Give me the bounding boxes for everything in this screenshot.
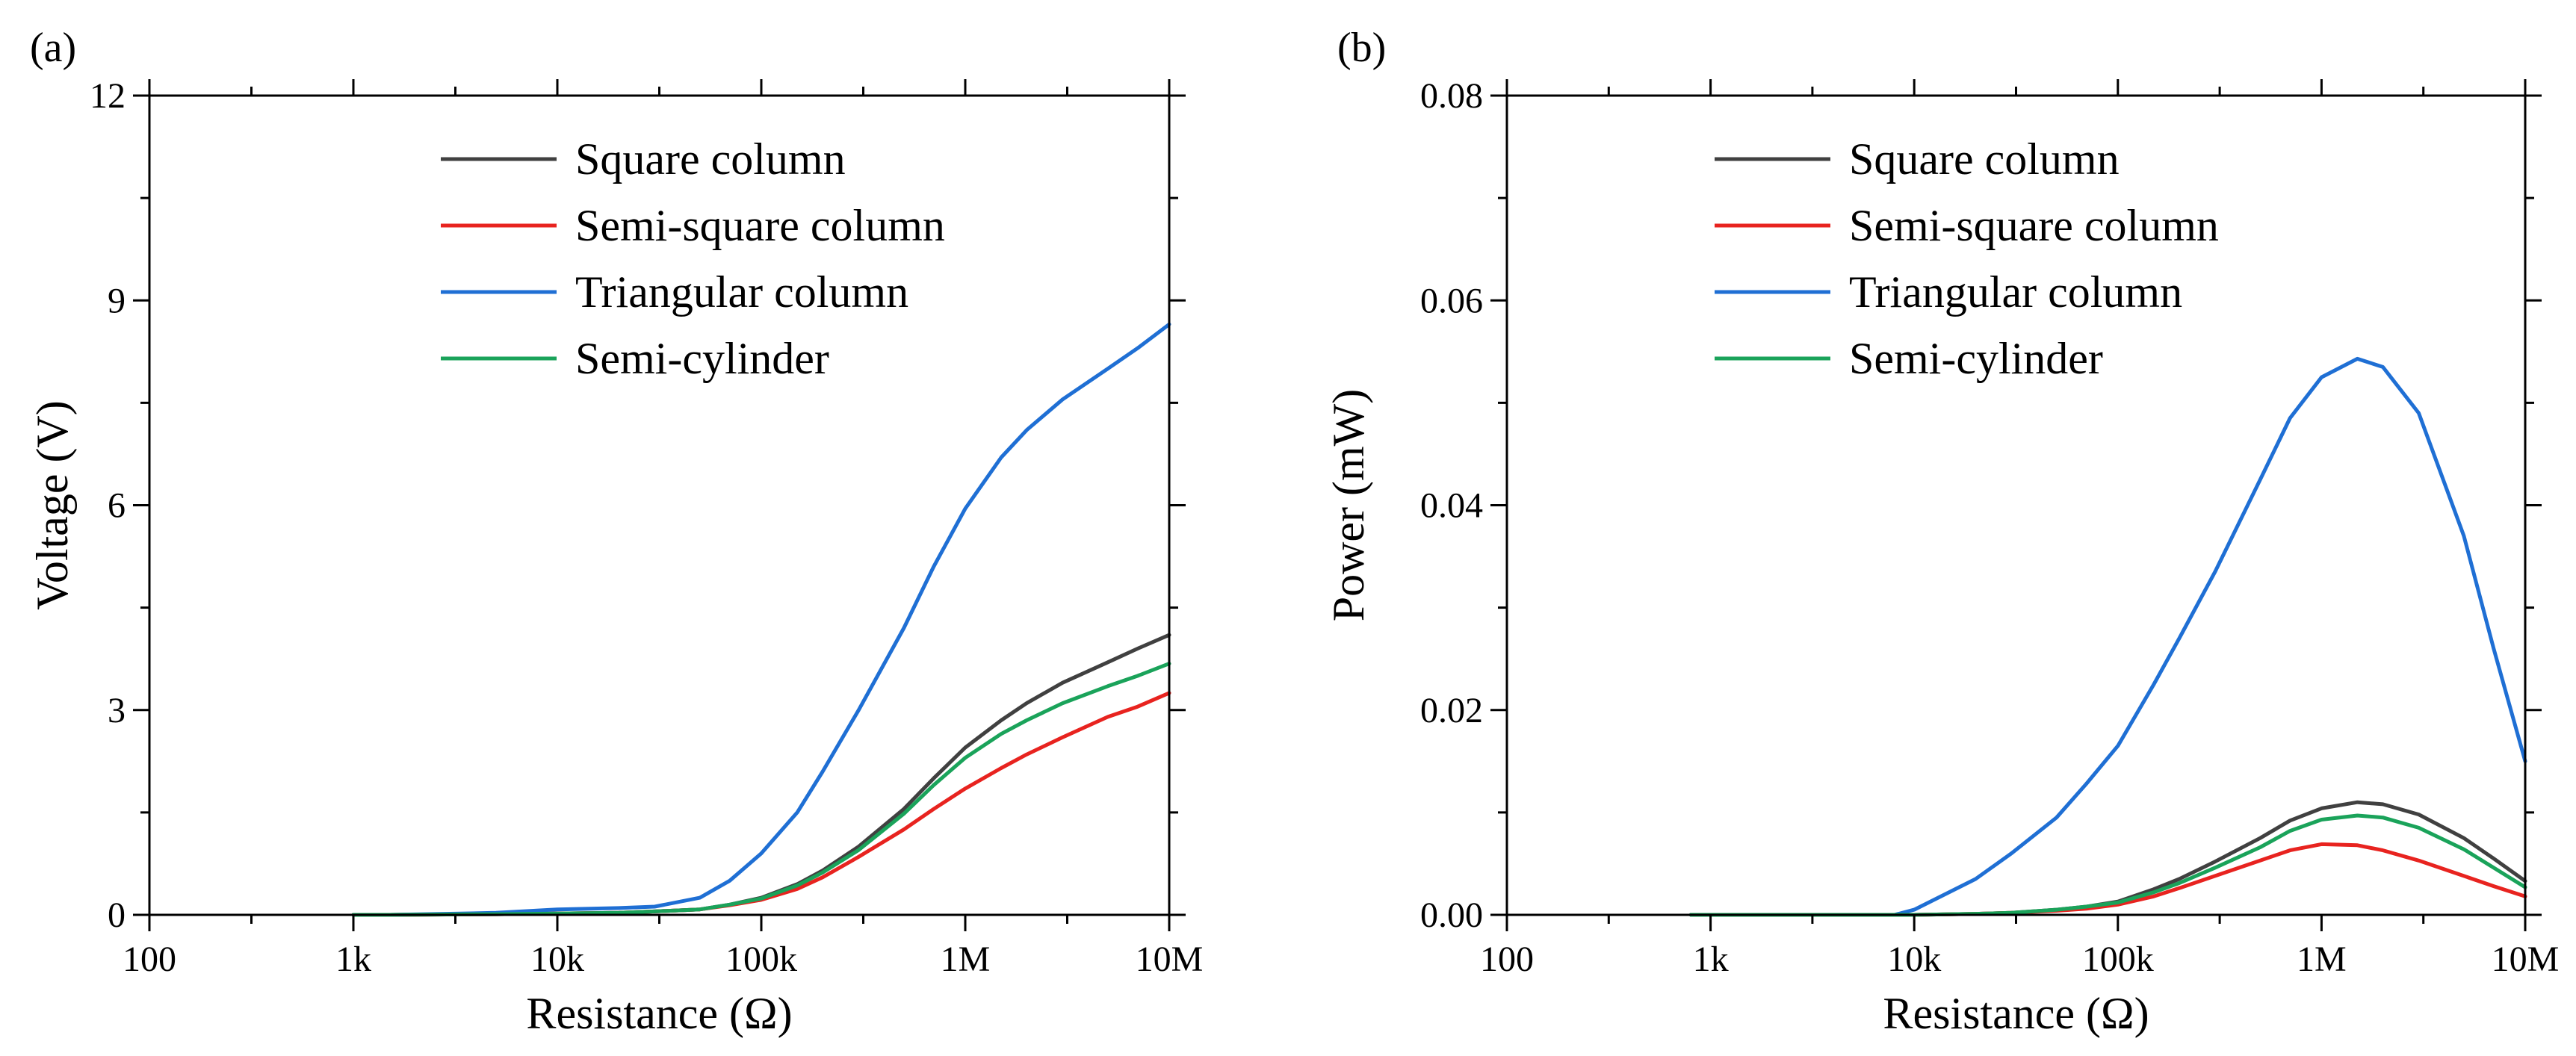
x-tick-label: 1k (1693, 939, 1729, 979)
series-line-square-column (1688, 800, 2527, 917)
y-tick-label: 12 (90, 76, 126, 116)
y-tick-label: 0.00 (1420, 895, 1483, 935)
ticks (133, 79, 1186, 931)
x-tick-label: 100 (123, 939, 176, 979)
y-tick-label: 0.08 (1420, 76, 1483, 116)
x-tick-label: 10M (2492, 939, 2560, 979)
series-line-triangular-column (1688, 356, 2527, 917)
y-tick-label: 0.06 (1420, 281, 1483, 320)
series-lines (1688, 356, 2527, 917)
y-tick-label: 0.04 (1420, 486, 1483, 526)
legend-label-semi-square-column: Semi-square column (575, 201, 945, 250)
panel-b: 100 1k 10k 100k 1M 10M 0.00 0.02 0.04 0.06 0.08 Res… (1324, 25, 2559, 1038)
x-tick-label: 100k (2082, 939, 2154, 979)
x-tick-label: 1k (335, 939, 371, 979)
x-axis-label: Resistance (Ω) (1883, 989, 2149, 1038)
x-axis-label: Resistance (Ω) (526, 989, 792, 1038)
y-tick-label: 0 (108, 895, 126, 935)
legend-label-square-column: Square column (575, 134, 846, 184)
y-tick-label: 9 (108, 281, 126, 320)
y-tick-label: 0.02 (1420, 691, 1483, 730)
x-tick-label: 1M (941, 939, 991, 979)
series-line-square-column (351, 633, 1171, 917)
series-line-triangular-column (351, 322, 1171, 917)
y-axis-label: Voltage (V) (28, 400, 77, 610)
legend: Square column Semi-square column Triangula… (441, 134, 945, 383)
y-axis-label: Power (mW) (1324, 389, 1373, 622)
legend-label-triangular-column: Triangular column (575, 267, 908, 317)
series-line-semi-cylinder (351, 662, 1171, 917)
ticks (1490, 79, 2542, 931)
panel-a: 100 1k 10k 100k 1M 10M 0 3 6 9 12 Resistance (Ω) Vol… (28, 25, 1203, 1038)
x-tick-label: 100k (725, 939, 797, 979)
legend-label-semi-cylinder: Semi-cylinder (575, 334, 829, 383)
legend-label-square-column: Square column (1849, 134, 2120, 184)
x-tick-label: 1M (2297, 939, 2347, 979)
legend-label-semi-square-column: Semi-square column (1849, 201, 2219, 250)
x-tick-label: 100 (1480, 939, 1534, 979)
legend-label-semi-cylinder: Semi-cylinder (1849, 334, 2103, 383)
panel-label: (a) (30, 25, 76, 71)
panel-label: (b) (1337, 25, 1386, 71)
legend-label-triangular-column: Triangular column (1849, 267, 2182, 317)
x-tick-label: 10k (1887, 939, 1941, 979)
series-line-semi-square-column (351, 691, 1171, 917)
y-tick-label: 3 (108, 691, 126, 730)
legend: Square column Semi-square column Triangula… (1715, 134, 2219, 383)
series-lines (351, 322, 1171, 917)
series-line-semi-cylinder (1688, 813, 2527, 917)
x-tick-label: 10k (530, 939, 584, 979)
y-tick-label: 6 (108, 486, 126, 526)
x-tick-label: 10M (1136, 939, 1204, 979)
